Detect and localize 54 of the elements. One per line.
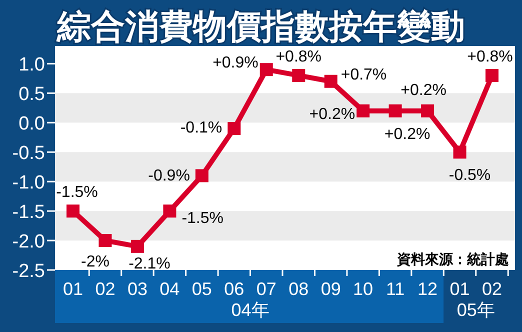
x-tick-label: 10	[353, 279, 374, 299]
data-label: -0.5%	[448, 167, 491, 184]
data-label: +0.7%	[340, 66, 387, 84]
point	[130, 240, 144, 253]
y-tick-label: 0.0	[18, 114, 45, 135]
x-tick-label: 06	[224, 279, 244, 299]
data-label: -0.9%	[148, 168, 190, 185]
y-tick-label: -2.5	[12, 261, 45, 282]
x-tick-label: 09	[320, 279, 341, 299]
y-tick-label: -0.5	[12, 143, 45, 164]
text: 04年	[231, 300, 270, 320]
point	[324, 74, 338, 88]
x-tick-label: 11	[386, 279, 405, 299]
x-tick-label: 08	[288, 279, 309, 299]
y-tick-label: 0.5	[18, 84, 45, 106]
data-label: +0.2%	[400, 82, 446, 99]
text: 05年	[456, 300, 495, 320]
x-tick-label: 12	[418, 279, 438, 299]
y-tick-label: 1.0	[18, 54, 45, 76]
point	[356, 104, 370, 118]
y-tick-label: -1.5	[12, 202, 45, 224]
data-label: +0.9%	[212, 54, 258, 72]
point	[163, 204, 176, 218]
x-tick-label: 01	[450, 279, 470, 299]
data-label: -1.5%	[182, 210, 224, 228]
point	[66, 204, 80, 218]
point	[98, 234, 112, 248]
x-tick-label: 02	[482, 279, 502, 299]
data-label: -2.1%	[128, 255, 170, 272]
annotation: 資料來源：統計處	[396, 251, 509, 267]
point	[453, 146, 466, 159]
data-label: -2%	[81, 254, 110, 271]
x-tick-label: 04	[160, 279, 180, 299]
chart-title: 綜合消費物價指數按年變動	[56, 8, 465, 46]
point	[195, 169, 208, 182]
data-label: -0.1%	[180, 120, 222, 137]
point	[228, 122, 241, 136]
y-tick-label: -1.0	[12, 172, 45, 194]
point	[421, 104, 434, 118]
data-label: +0.8%	[467, 48, 513, 66]
point	[292, 68, 306, 82]
x-tick-label: 01	[62, 279, 84, 299]
x-tick-label: 07	[256, 279, 276, 299]
x-tick-label: 02	[95, 279, 116, 299]
y-tick-label: -2.0	[12, 232, 45, 253]
data-label: -1.5%	[56, 184, 98, 202]
point	[486, 68, 498, 82]
data-label: +0.2%	[309, 106, 356, 123]
point	[388, 104, 402, 118]
data-label: +0.2%	[384, 126, 430, 143]
x-tick-label: 05	[192, 279, 212, 299]
point	[260, 63, 273, 76]
data-label: +0.8%	[276, 48, 322, 66]
x-tick-label: 03	[127, 279, 148, 299]
